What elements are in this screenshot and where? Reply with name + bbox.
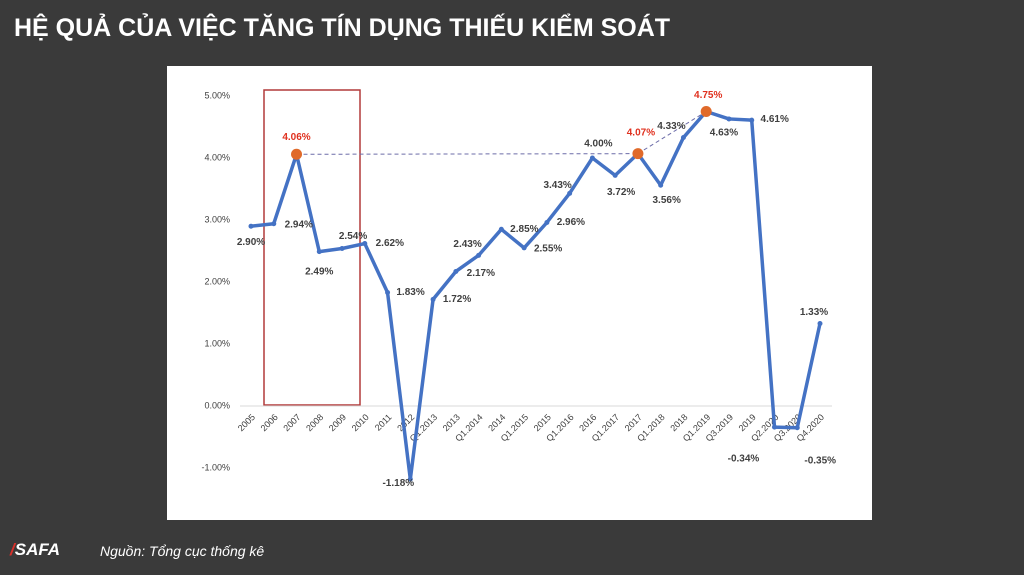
point (248, 223, 254, 229)
data-label: 2.62% (376, 238, 404, 249)
logo: /SAFA (10, 540, 61, 559)
source-note: Nguồn: Tổng cục thống kê (100, 543, 265, 559)
data-label: 2.94% (285, 219, 313, 230)
data-label: 3.56% (653, 195, 681, 206)
point (544, 219, 550, 225)
highlight-point (632, 148, 644, 160)
data-label: 2.96% (557, 217, 585, 228)
point (476, 252, 482, 258)
y-tick-label: 0.00% (204, 400, 230, 410)
data-label: 4.06% (282, 132, 310, 143)
point (521, 245, 527, 251)
point (362, 241, 368, 247)
y-tick-label: 4.00% (204, 152, 230, 162)
data-label: 2.43% (453, 239, 481, 250)
data-label: 2.54% (339, 231, 367, 242)
data-line (250, 109, 822, 481)
point (407, 476, 413, 482)
point (794, 425, 800, 431)
slide-title: HỆ QUẢ CỦA VIỆC TĂNG TÍN DỤNG THIẾU KIỂM… (14, 14, 671, 42)
data-label: -0.34% (728, 454, 760, 465)
data-label: 4.63% (710, 128, 738, 139)
data-label: 4.75% (694, 90, 722, 101)
data-label: 1.83% (396, 287, 424, 298)
point (385, 290, 391, 296)
point (726, 116, 732, 122)
y-tick-label: 5.00% (204, 90, 230, 100)
data-label: 1.72% (443, 294, 471, 305)
y-tick-label: -1.00% (201, 462, 230, 472)
data-label: 4.00% (584, 139, 612, 150)
point (453, 268, 459, 274)
data-label: 2.85% (510, 224, 538, 235)
data-label: 4.33% (657, 121, 685, 132)
data-label: 4.07% (627, 127, 655, 138)
trend-line (296, 153, 638, 155)
data-label: 4.61% (761, 114, 789, 125)
point (567, 190, 573, 196)
logo-text: SAFA (14, 540, 61, 559)
trend-line (637, 111, 707, 155)
data-label: 1.33% (800, 307, 828, 318)
point (316, 249, 322, 255)
point (771, 424, 777, 430)
highlight-box (263, 89, 361, 406)
point (658, 182, 664, 188)
point (498, 226, 504, 232)
data-label: 3.72% (607, 187, 635, 198)
data-label: 2.17% (467, 268, 495, 279)
data-label: 3.43% (543, 180, 571, 191)
highlight-point (291, 148, 303, 160)
data-label: 2.49% (305, 266, 333, 277)
data-label: -1.18% (382, 478, 414, 489)
point (817, 321, 823, 327)
y-tick-label: 3.00% (204, 214, 230, 224)
highlight-point (700, 106, 712, 117)
point (612, 172, 618, 178)
data-label: -0.35% (804, 455, 836, 466)
point (271, 221, 277, 227)
point (339, 246, 345, 252)
y-tick-label: 1.00% (204, 338, 230, 348)
data-label: 2.55% (534, 244, 562, 255)
data-label: 2.90% (237, 237, 265, 248)
point (589, 155, 595, 161)
point (430, 296, 436, 302)
point (680, 135, 686, 141)
point (749, 117, 755, 123)
y-tick-label: 2.00% (204, 276, 230, 286)
